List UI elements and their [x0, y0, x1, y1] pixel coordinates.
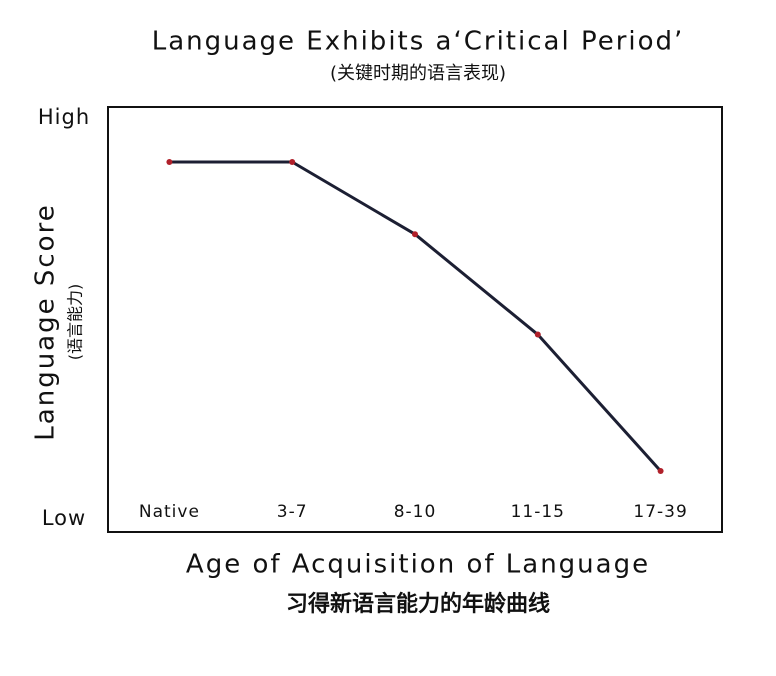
x-tick-label: 17-39 — [633, 502, 687, 522]
point — [534, 331, 541, 338]
point — [289, 158, 296, 165]
chart-title: Language Exhibits a‘Critical Period’ — [152, 27, 685, 57]
x-tick-label: 8-10 — [394, 502, 437, 522]
x-axis-label: Age of Acquisition of Language — [186, 550, 650, 580]
chart-subtitle: (关键时期的语言表现) — [330, 63, 506, 84]
y-tick-label: Low — [42, 506, 86, 530]
x-axis-sublabel: 习得新语言能力的年龄曲线 — [286, 591, 550, 617]
point — [166, 158, 173, 165]
y-axis-sublabel: (语言能力) — [66, 284, 85, 361]
y-axis-label: Language Score — [31, 203, 61, 440]
line — [169, 160, 662, 473]
point — [412, 231, 418, 238]
point — [657, 467, 664, 474]
x-tick-label: 3-7 — [277, 502, 308, 522]
x-tick-label: Native — [139, 502, 200, 522]
plot-frame — [107, 106, 723, 533]
y-tick-label: High — [38, 105, 90, 129]
x-tick-label: 11-15 — [511, 502, 565, 522]
